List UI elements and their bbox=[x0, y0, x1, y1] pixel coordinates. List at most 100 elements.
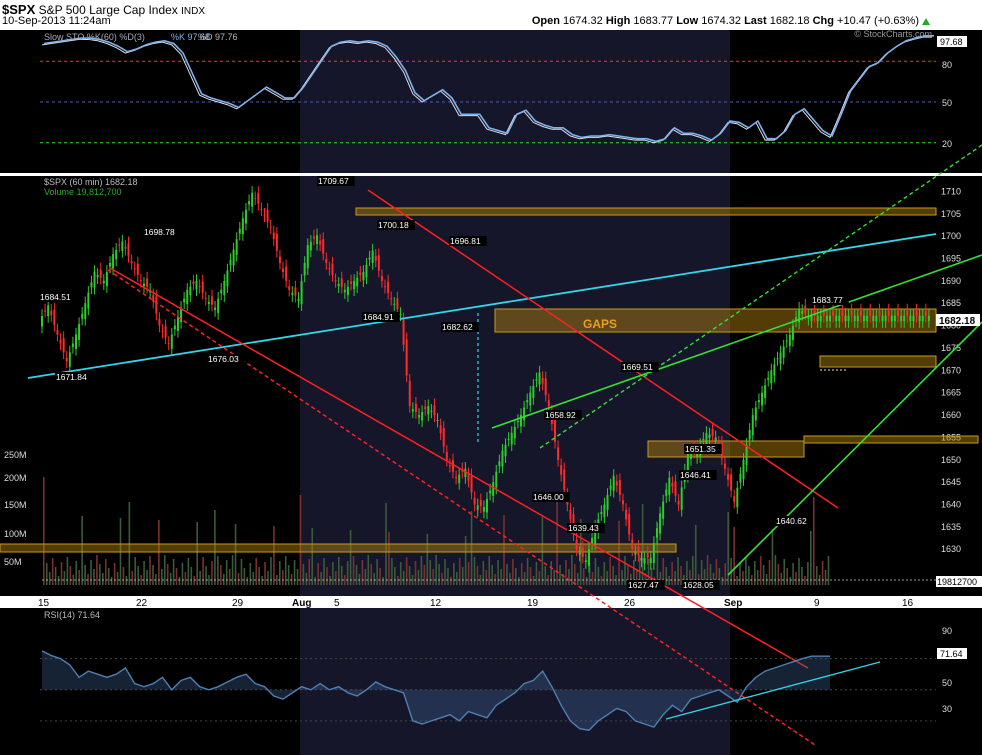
x-tick-Sep: Sep bbox=[724, 598, 742, 609]
candle-body bbox=[87, 292, 90, 309]
volume-bar bbox=[512, 559, 514, 585]
volume-bar bbox=[600, 576, 603, 585]
volume-bar bbox=[503, 515, 505, 585]
volume-bar bbox=[547, 575, 550, 585]
candle-body bbox=[387, 281, 390, 293]
price-tick-1640: 1640 bbox=[941, 499, 961, 509]
candle-body bbox=[368, 257, 371, 260]
candle-body bbox=[272, 232, 275, 240]
volume-bar bbox=[187, 558, 190, 585]
candle-body bbox=[745, 444, 748, 466]
candle-body bbox=[523, 407, 526, 421]
volume-bar bbox=[426, 534, 429, 585]
candle-body bbox=[384, 286, 387, 288]
rsi-month-band bbox=[300, 608, 730, 755]
candle-body bbox=[439, 425, 442, 434]
annotation-bg bbox=[621, 362, 659, 372]
candle-body bbox=[680, 487, 683, 510]
volume-bar bbox=[574, 564, 576, 585]
candle-body bbox=[455, 477, 458, 479]
price-annotation: 1698.78 bbox=[144, 227, 175, 237]
price-tick-1710: 1710 bbox=[941, 186, 961, 196]
x-tick-Aug: Aug bbox=[292, 598, 311, 609]
volume-bar bbox=[603, 562, 606, 585]
annotation-bg bbox=[684, 444, 722, 454]
candle-body bbox=[183, 298, 186, 303]
candle-body bbox=[257, 192, 260, 204]
candle-body bbox=[334, 280, 337, 282]
candle-body bbox=[689, 452, 692, 459]
trend-green-dashed bbox=[539, 144, 982, 449]
price-tick-1655: 1655 bbox=[941, 432, 961, 442]
x-tick-12: 12 bbox=[430, 598, 442, 609]
candle-body bbox=[900, 315, 903, 322]
candle-body bbox=[421, 412, 424, 421]
candle-body bbox=[56, 330, 59, 335]
candle-body bbox=[180, 307, 183, 323]
stoch-tick-80: 80 bbox=[942, 60, 952, 70]
volume-bar bbox=[161, 569, 163, 585]
volume-bar bbox=[220, 565, 222, 585]
candle-body bbox=[201, 281, 204, 293]
volume-bar bbox=[706, 555, 709, 585]
candle-body bbox=[195, 280, 198, 290]
annotation-bg bbox=[811, 295, 849, 305]
gap-box-4 bbox=[803, 435, 979, 444]
exchange: INDX bbox=[181, 6, 206, 17]
candle-body bbox=[847, 315, 850, 322]
volume-bar bbox=[627, 565, 629, 585]
volume-bar bbox=[609, 557, 611, 585]
volume-bar bbox=[364, 569, 367, 585]
rsi-line bbox=[41, 650, 831, 731]
candle-body bbox=[436, 419, 439, 421]
candle-body bbox=[581, 547, 584, 557]
candle-body bbox=[288, 286, 291, 290]
volume-bar bbox=[694, 525, 697, 585]
candle-body bbox=[779, 352, 782, 364]
volume-bar bbox=[48, 572, 51, 585]
volume-bar bbox=[689, 570, 691, 585]
candle-body bbox=[603, 504, 606, 518]
volume-bar bbox=[786, 568, 788, 585]
candle-body bbox=[464, 468, 467, 478]
candle-body bbox=[473, 497, 476, 505]
gap-box-0 bbox=[355, 207, 937, 216]
candle-body bbox=[62, 338, 65, 353]
volume-bar bbox=[335, 571, 337, 585]
volume-bar bbox=[217, 556, 219, 585]
volume-bar bbox=[279, 561, 281, 585]
volume-bar bbox=[488, 556, 491, 585]
candle-body bbox=[804, 305, 807, 314]
volume-bar bbox=[756, 570, 759, 585]
annotation-bg bbox=[567, 523, 605, 533]
volume-bar bbox=[677, 557, 679, 585]
candle-body bbox=[844, 315, 847, 322]
volume-bar bbox=[662, 558, 665, 585]
candle-body bbox=[748, 429, 751, 440]
symbol: $SPX bbox=[2, 2, 36, 17]
volume-bar bbox=[202, 557, 204, 585]
price-annotation: 1628.05 bbox=[683, 580, 714, 590]
candle-body bbox=[53, 309, 56, 325]
candle-body bbox=[115, 249, 118, 260]
candle-body bbox=[396, 298, 399, 309]
volume-bar bbox=[225, 560, 228, 585]
price-annotation: 1709.67 bbox=[318, 176, 349, 186]
volume-bar bbox=[520, 563, 523, 585]
candle-body bbox=[526, 400, 529, 403]
annotation-bg bbox=[679, 470, 717, 480]
price-annotation: 1700.18 bbox=[378, 220, 409, 230]
volume-bar bbox=[656, 523, 659, 585]
candle-body bbox=[390, 298, 393, 300]
candle-body bbox=[325, 259, 328, 263]
candle-body bbox=[300, 280, 303, 305]
volume-bar bbox=[668, 576, 670, 585]
candle-body bbox=[606, 494, 609, 510]
volume-bar bbox=[810, 531, 812, 585]
candle-body bbox=[59, 339, 62, 344]
volume-bar bbox=[456, 572, 458, 585]
volume-bar bbox=[394, 567, 396, 585]
candle-body bbox=[869, 310, 872, 316]
candle-body bbox=[44, 310, 47, 312]
